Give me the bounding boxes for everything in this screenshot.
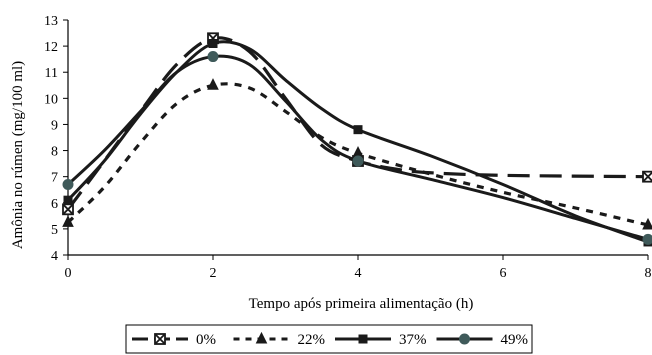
data-point-37pct: [63, 195, 73, 205]
data-point-22pct: [642, 217, 652, 230]
data-point-22pct: [207, 78, 219, 90]
legend-label-0pct: 0%: [196, 332, 216, 348]
legend-label-37pct: 37%: [399, 332, 427, 348]
x-tick-label: 0: [65, 266, 72, 281]
data-point-22pct: [62, 215, 74, 227]
data-point-49pct: [352, 155, 364, 167]
y-tick-label: 6: [51, 197, 58, 212]
legend: 0% 22% 37% 49%: [125, 324, 533, 354]
x-tick-label: 4: [355, 266, 362, 281]
y-tick-label: 8: [51, 145, 58, 160]
legend-swatch-marker-37pct: [358, 334, 368, 344]
axes: 4 5 6 7 8 9 10 11 12 13 0 2 4 6 8: [44, 14, 652, 281]
legend-label-49pct: 49%: [501, 332, 529, 348]
y-tick-label: 10: [44, 92, 58, 107]
data-point-37pct: [353, 125, 363, 135]
markers-layer: [62, 32, 652, 247]
y-tick-label: 4: [51, 249, 58, 264]
y-tick-label: 12: [44, 40, 58, 55]
series-line-22pct: [66, 82, 649, 227]
legend-swatch-marker-22pct: [255, 331, 268, 344]
legend-swatch-marker-0pct-cross: [154, 333, 166, 345]
data-point-49pct: [642, 233, 652, 245]
x-axis-title: Tempo após primeira alimentação (h): [249, 296, 474, 312]
series-line-49pct: [66, 54, 649, 241]
y-axis-title: Amônia no rúmen (mg/100 ml): [10, 61, 26, 249]
y-tick-label: 7: [51, 171, 58, 186]
x-tick-label: 6: [500, 266, 507, 281]
series-line-37pct: [66, 40, 649, 244]
data-point-0pct-cross: [62, 203, 74, 215]
y-tick-label: 13: [44, 14, 58, 29]
y-tick-label: 11: [45, 66, 58, 81]
data-point-49pct: [207, 51, 219, 63]
data-point-49pct: [62, 179, 74, 190]
data-point-0pct-cross: [642, 171, 652, 183]
legend-label-22pct: 22%: [298, 332, 326, 348]
x-tick-label: 8: [645, 266, 652, 281]
y-tick-label: 9: [51, 118, 58, 133]
data-point-37pct: [208, 39, 218, 48]
series-layer: [66, 36, 649, 244]
legend-swatch-marker-49pct: [459, 333, 470, 345]
x-tick-label: 2: [210, 266, 217, 281]
y-tick-label: 5: [51, 223, 58, 238]
